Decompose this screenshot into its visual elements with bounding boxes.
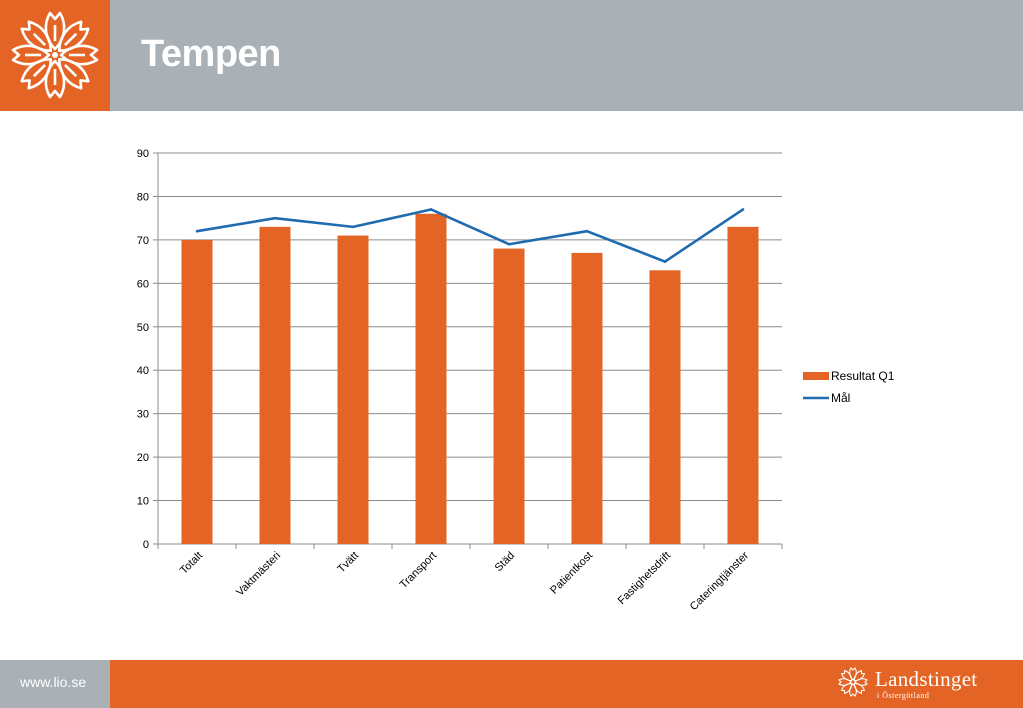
y-tick-label: 60 [137,278,149,290]
flower-logo-icon [11,11,99,99]
y-tick-label: 80 [137,191,149,203]
bar [181,239,213,544]
bar [493,248,525,545]
brand-name: Landstinget [875,667,978,691]
line-point [663,260,667,263]
x-tick-label: Fastighetsdrift [616,550,673,607]
bar [337,235,369,545]
line-point [585,229,589,233]
brand-subtitle: i Östergötland [877,691,930,700]
header-bar [0,0,1023,111]
footer-url-link[interactable]: www.lio.se [20,674,87,690]
line-point [429,208,433,211]
logo [0,0,110,111]
y-tick-label: 70 [137,235,149,247]
footer-right: Landstinget i Östergötland [110,660,1023,708]
y-tick-label: 50 [137,322,149,334]
bar [649,270,681,544]
page-title: Tempen [141,33,281,75]
x-tick-label: Totalt [178,550,205,577]
footer-left: www.lio.se [0,660,110,708]
line-point [741,208,745,211]
x-tick-label: Cateringtjänster [688,549,752,613]
line-point [195,229,199,233]
brand-logo: Landstinget i Östergötland [837,664,997,704]
x-tick-label: Tvätt [335,550,361,576]
bar [727,226,759,544]
x-tick-label: Vaktmästeri [234,550,283,599]
flower-small-icon [838,667,868,697]
x-tick-label: Transport [398,550,439,591]
line-point [273,216,277,220]
line-series [196,208,744,263]
line-point [507,242,511,246]
y-tick-label: 90 [137,148,149,160]
y-tick-label: 0 [143,539,149,551]
y-tick-label: 40 [137,365,149,377]
legend-swatch-bar [803,372,829,380]
legend-label: Mål [831,391,850,405]
bar [571,252,603,544]
x-tick-label: Städ [493,550,517,574]
bar-line-chart: 0 10 20 30 40 50 60 70 80 90 Totalt Vaktmästeri Tvät… [137,148,895,613]
chart: 0 10 20 30 40 50 60 70 80 90 Totalt Vaktmästeri Tvät… [137,148,895,613]
bar [259,226,291,544]
y-tick-label: 30 [137,409,149,421]
y-tick-label: 20 [137,452,149,464]
x-tick-label: Patientkost [548,550,595,597]
bar [415,213,447,545]
y-tick-label: 10 [137,496,149,508]
line-point [351,225,355,229]
legend-label: Resultat Q1 [831,369,895,383]
